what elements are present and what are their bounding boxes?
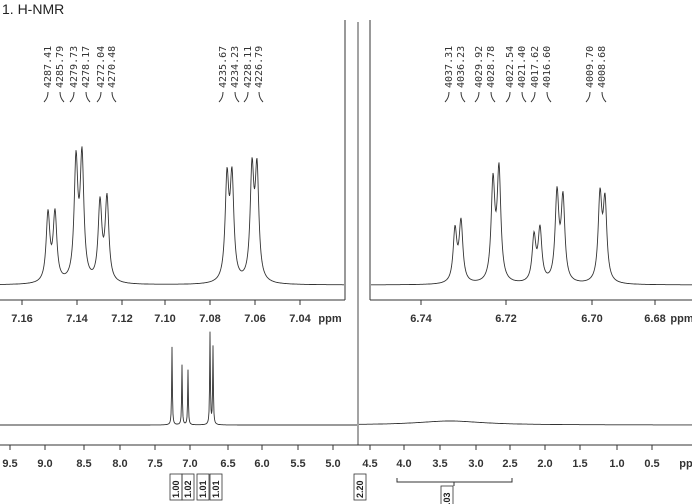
peak-leader [505, 91, 511, 103]
peak-leader [218, 91, 224, 103]
tick-label: 4.5 [362, 458, 377, 470]
tick-label: 4.0 [396, 458, 411, 470]
peak-leader [530, 91, 536, 103]
integral-box [353, 473, 367, 501]
tick-label: 7.16 [11, 313, 32, 325]
peak-label: 4272.04 [96, 46, 107, 88]
peak-leader [601, 91, 607, 103]
peak-leader [69, 91, 75, 103]
peak-leader [490, 91, 496, 103]
axis-unit: ppm [670, 313, 692, 325]
tick-label: 7.04 [289, 313, 311, 325]
tick-label: 2.5 [502, 458, 517, 470]
integral-label: 1.00 [171, 480, 181, 498]
tick-label: 2.0 [537, 458, 552, 470]
peak-leader [474, 91, 480, 103]
tick-label: 1.5 [572, 458, 587, 470]
peak-label: 4287.41 [43, 46, 54, 88]
peak-leader [521, 91, 527, 103]
tick-label: 7.0 [182, 458, 197, 470]
integral-label: 1.01 [211, 480, 221, 498]
peak-label: 4270.48 [107, 46, 118, 88]
peak-label: 4028.78 [486, 46, 497, 88]
tick-label: 6.70 [581, 313, 602, 325]
tick-label: 8.5 [76, 458, 91, 470]
integral-box [181, 473, 195, 501]
tick-label: 7.14 [66, 313, 88, 325]
peak-leader [460, 91, 466, 103]
peak-leader [85, 91, 91, 103]
spectrum-expanded [371, 162, 692, 286]
tick-label: 5.0 [325, 458, 340, 470]
integral-box [209, 473, 223, 501]
tick-label: 7.08 [199, 313, 220, 325]
spectrum-full [358, 420, 692, 426]
integral-bracket [396, 478, 513, 486]
tick-label: 8.0 [112, 458, 127, 470]
peak-leader [546, 91, 552, 103]
peak-label: 4017.62 [530, 46, 541, 88]
spectrum-expanded [0, 146, 344, 286]
peak-label: 4029.92 [474, 46, 485, 88]
tick-label: 7.10 [154, 313, 175, 325]
tick-label: 9.5 [2, 458, 17, 470]
integral-label: 3.03 [442, 492, 452, 504]
tick-label: 7.06 [244, 313, 265, 325]
peak-leader [243, 91, 249, 103]
tick-label: 6.74 [410, 313, 432, 325]
peak-leader [96, 91, 102, 103]
peak-label: 4037.31 [444, 46, 455, 88]
peak-label: 4228.11 [243, 46, 254, 88]
tick-label: 0.5 [644, 458, 659, 470]
peak-leader [43, 91, 49, 103]
tick-label: 6.68 [644, 313, 665, 325]
axis-unit: ppm [318, 313, 341, 325]
tick-label: 6.5 [220, 458, 235, 470]
peak-leader [111, 91, 117, 103]
peak-label: 4279.73 [69, 46, 80, 88]
peak-label: 4008.68 [597, 46, 608, 88]
peak-label: 4036.23 [456, 46, 467, 88]
axis-unit: pp [679, 458, 692, 470]
peak-label: 4009.70 [585, 46, 596, 88]
peak-label: 4021.40 [517, 46, 528, 88]
tick-label: 7.12 [111, 313, 132, 325]
tick-label: 9.0 [37, 458, 52, 470]
tick-label: 6.72 [495, 313, 516, 325]
peak-label: 4016.60 [542, 46, 553, 88]
tick-label: 7.5 [147, 458, 162, 470]
tick-label: 1.0 [609, 458, 624, 470]
peak-leader [585, 91, 591, 103]
tick-label: 6.0 [254, 458, 269, 470]
peak-label: 4278.17 [81, 46, 92, 88]
peak-leader [234, 91, 240, 103]
peak-leader [444, 91, 450, 103]
peak-label: 4226.79 [254, 46, 265, 88]
peak-label: 4022.54 [505, 46, 516, 88]
tick-label: 3.0 [468, 458, 483, 470]
integral-label: 2.20 [355, 480, 365, 498]
tick-label: 5.5 [290, 458, 305, 470]
tick-label: 3.5 [432, 458, 447, 470]
spectrum-full [0, 331, 357, 426]
peak-leader [258, 91, 264, 103]
integral-box [196, 473, 210, 501]
integral-box [440, 485, 454, 504]
figure-title: 1. H-NMR [2, 1, 64, 17]
peak-label: 4234.23 [230, 46, 241, 88]
peak-leader [59, 91, 65, 103]
integral-label: 1.01 [198, 480, 208, 498]
peak-label: 4235.67 [218, 46, 229, 88]
peak-label: 4285.79 [55, 46, 66, 88]
integral-label: 1.02 [183, 480, 193, 498]
